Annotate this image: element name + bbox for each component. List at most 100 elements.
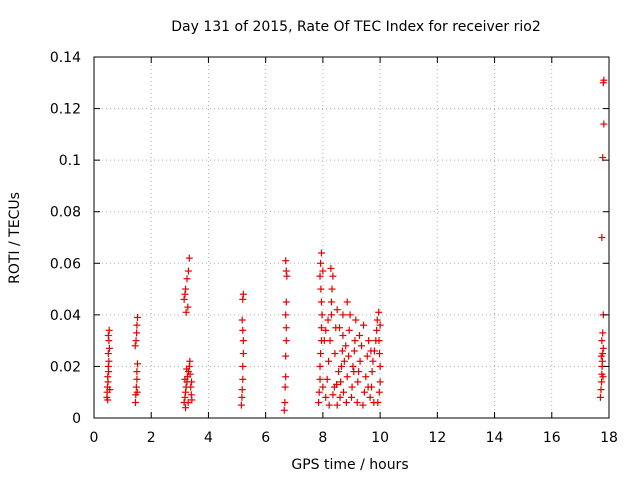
data-point — [239, 326, 247, 334]
data-point — [323, 375, 331, 383]
data-point — [356, 357, 364, 365]
data-point — [600, 120, 608, 128]
data-point — [104, 350, 112, 358]
data-point — [318, 311, 326, 319]
data-point — [320, 337, 328, 345]
data-point — [375, 308, 383, 316]
data-point — [328, 285, 336, 293]
data-point — [133, 313, 141, 321]
x-tick-label: 2 — [147, 430, 156, 446]
data-point — [345, 326, 353, 334]
data-point — [339, 388, 347, 396]
data-point — [238, 386, 246, 394]
data-point — [369, 357, 377, 365]
data-point — [325, 357, 333, 365]
data-point — [599, 329, 607, 337]
data-point — [315, 388, 323, 396]
data-point — [282, 337, 290, 345]
data-point — [182, 404, 190, 412]
data-point — [133, 388, 141, 396]
data-point — [366, 393, 374, 401]
data-point — [597, 386, 605, 394]
data-point — [316, 362, 324, 370]
data-point — [239, 337, 247, 345]
y-tick-label: 0.08 — [50, 205, 81, 221]
data-point — [187, 383, 195, 391]
data-point — [353, 399, 361, 407]
data-point — [184, 399, 192, 407]
data-point — [349, 362, 357, 370]
data-point — [364, 383, 372, 391]
data-point — [238, 393, 246, 401]
data-point — [350, 347, 358, 355]
data-point — [239, 362, 247, 370]
data-point — [345, 352, 353, 360]
data-point — [370, 399, 378, 407]
data-point — [282, 373, 290, 381]
data-point — [376, 378, 384, 386]
grid-lines — [94, 57, 609, 418]
data-point — [348, 393, 355, 401]
data-point — [376, 321, 384, 329]
data-point — [133, 329, 141, 337]
y-tick-label: 0.02 — [50, 359, 81, 375]
data-point — [598, 234, 606, 241]
data-point — [280, 406, 288, 414]
x-axis-label: GPS time / hours — [291, 457, 408, 473]
data-point — [360, 388, 368, 396]
data-point — [373, 326, 381, 334]
data-point — [339, 331, 347, 339]
data-point — [188, 396, 196, 404]
chart-title: Day 131 of 2015, Rate Of TEC Index for r… — [171, 19, 541, 35]
data-point — [350, 368, 358, 376]
data-point — [239, 290, 247, 298]
data-point — [327, 298, 335, 306]
data-point — [317, 350, 325, 358]
data-point — [354, 378, 362, 386]
data-point — [331, 350, 339, 358]
data-point — [348, 383, 356, 391]
data-point — [333, 401, 341, 409]
data-point — [282, 324, 290, 332]
data-point — [281, 383, 289, 391]
data-point — [316, 375, 324, 383]
x-tick-label: 14 — [486, 430, 504, 446]
data-point — [316, 272, 324, 280]
data-point — [105, 368, 113, 376]
y-tick-label: 0.04 — [50, 308, 81, 324]
y-axis-ticks: 0 0.02 0.04 0.06 0.08 0.1 0.12 0.14 — [50, 50, 609, 427]
data-point — [181, 290, 189, 298]
data-point — [599, 344, 607, 352]
data-point — [186, 357, 194, 365]
data-point — [282, 352, 290, 360]
data-point — [329, 391, 337, 399]
data-point — [600, 76, 608, 84]
data-point — [105, 326, 113, 334]
y-tick-label: 0.12 — [50, 102, 81, 118]
data-point — [183, 365, 191, 373]
data-point — [360, 321, 368, 329]
data-point — [346, 311, 354, 319]
data-point — [358, 342, 366, 350]
x-tick-label: 16 — [543, 430, 561, 446]
data-point — [376, 362, 384, 370]
data-point — [315, 399, 323, 407]
data-point — [182, 308, 190, 316]
x-axis-ticks: 0 2 4 6 8 10 12 14 16 18 — [90, 57, 618, 446]
data-point — [319, 267, 327, 275]
data-point — [133, 368, 141, 376]
data-point — [335, 368, 343, 376]
data-point — [133, 360, 141, 368]
data-point — [132, 337, 140, 345]
data-point — [333, 306, 341, 314]
data-point — [282, 298, 290, 306]
data-point — [342, 342, 350, 350]
y-tick-label: 0 — [72, 411, 81, 427]
y-axis-label: ROTI / TECUs — [7, 192, 23, 284]
x-tick-label: 0 — [90, 430, 99, 446]
data-point — [327, 264, 335, 272]
data-point — [133, 375, 141, 383]
data-point — [237, 401, 245, 409]
data-point — [282, 257, 290, 265]
